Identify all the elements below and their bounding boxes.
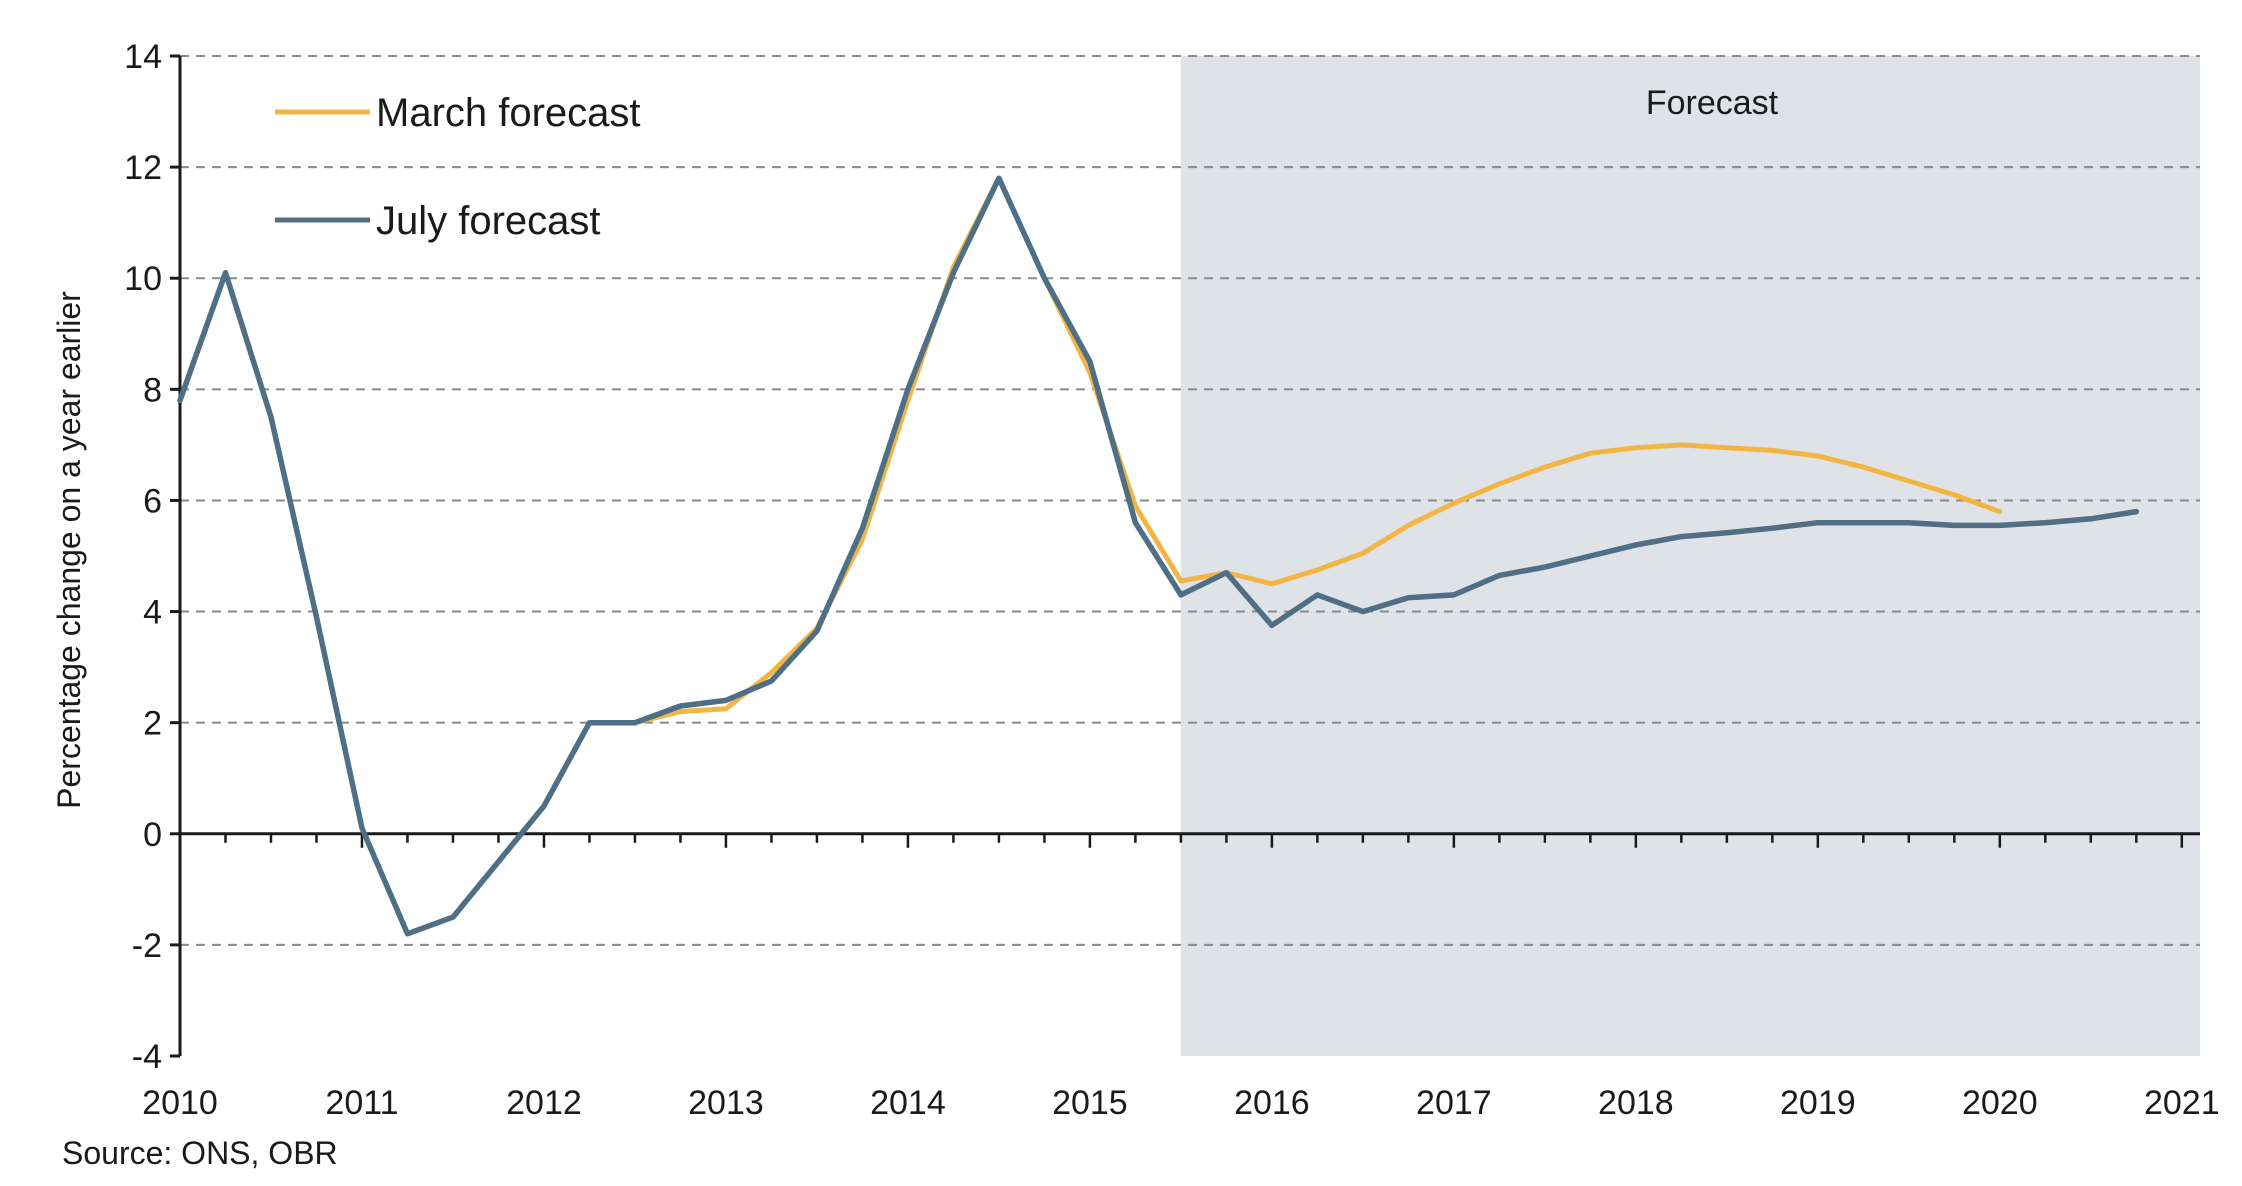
y-tick-label: -4 — [132, 1038, 162, 1076]
y-tick-label: 6 — [143, 482, 162, 520]
x-tick-label: 2013 — [688, 1084, 764, 1122]
x-tick-label: 2016 — [1234, 1084, 1310, 1122]
x-tick-label: 2017 — [1416, 1084, 1492, 1122]
y-tick-label: 2 — [143, 705, 162, 743]
y-axis-title: Percentage change on a year earlier — [51, 291, 87, 809]
forecast-region-label: Forecast — [1646, 84, 1779, 122]
x-tick-label: 2015 — [1052, 1084, 1128, 1122]
axes: -4 -2 0 2 4 6 8 10 12 14 2010 2011 2012 2013 2014 2015 2… — [124, 38, 2219, 1122]
y-tick-label: -2 — [132, 927, 162, 965]
x-tick-label: 2018 — [1598, 1084, 1674, 1122]
legend: March forecast July forecast — [275, 91, 641, 243]
gridlines — [180, 55, 2200, 946]
y-tick-label: 4 — [143, 594, 162, 632]
legend-label-july-forecast: July forecast — [376, 199, 601, 243]
x-tick-label: 2010 — [142, 1084, 218, 1122]
legend-label-march-forecast: March forecast — [376, 91, 641, 135]
series-line-july-forecast — [177, 175, 2140, 937]
x-tick-label: 2014 — [870, 1084, 946, 1122]
y-tick-label: 0 — [143, 816, 162, 854]
x-tick-label: 2019 — [1780, 1084, 1856, 1122]
y-tick-label: 10 — [124, 260, 162, 298]
y-tick-label: 12 — [124, 149, 162, 187]
forecast-shaded-region — [1180, 56, 2200, 1056]
x-tick-label: 2020 — [1962, 1084, 2038, 1122]
source-note: Source: ONS, OBR — [62, 1135, 338, 1171]
x-tick-label: 2012 — [506, 1084, 582, 1122]
y-tick-label: 8 — [143, 371, 162, 409]
x-tick-label: 2011 — [325, 1084, 398, 1122]
x-tick-label: 2021 — [2144, 1084, 2220, 1122]
forecast-region-layer — [1180, 56, 2200, 1056]
series-lines — [177, 175, 2140, 937]
y-tick-label: 14 — [124, 38, 162, 76]
